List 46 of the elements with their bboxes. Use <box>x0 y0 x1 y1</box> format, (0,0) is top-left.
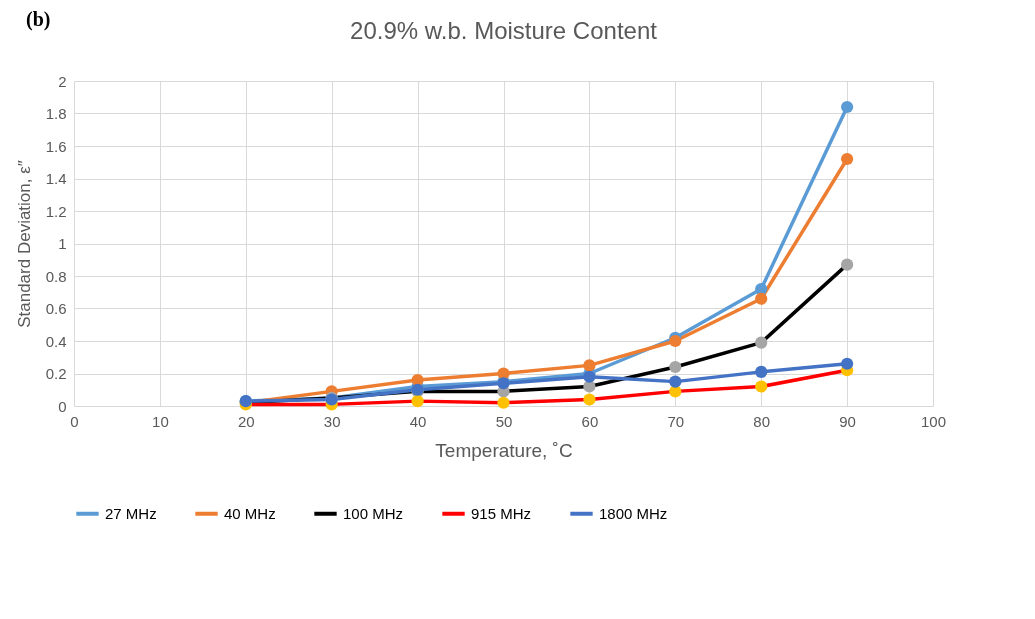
x-tick-label: 30 <box>323 412 341 430</box>
point <box>583 393 596 406</box>
x-axis-title: Temperature, ˚C <box>435 439 573 461</box>
point <box>840 152 854 166</box>
x-tick-label: 80 <box>753 412 771 430</box>
point <box>840 100 854 114</box>
legend-label: 100 MHz <box>343 504 404 522</box>
point <box>669 375 682 388</box>
point <box>755 336 768 349</box>
y-tick-label: 0.4 <box>45 332 67 350</box>
point <box>411 395 424 408</box>
point <box>497 396 510 409</box>
x-tick-label: 100 <box>920 412 947 430</box>
legend-label: 27 MHz <box>105 504 157 522</box>
x-tick-label: 10 <box>152 412 169 430</box>
x-tick-label: 90 <box>839 412 856 430</box>
y-tick-label: 1.2 <box>45 202 67 220</box>
y-tick-label: 1.8 <box>45 105 67 122</box>
x-tick-label: 50 <box>495 412 513 430</box>
y-tick-label: 0.6 <box>45 300 67 317</box>
y-tick-label: 0.8 <box>45 267 67 285</box>
y-axis-title: Standard Deviation, ε″ <box>14 160 34 328</box>
legend-label: 915 MHz <box>471 504 532 522</box>
point <box>755 380 768 393</box>
point <box>755 365 768 378</box>
x-tick-label: 70 <box>667 412 685 430</box>
x-tick-label: 0 <box>70 412 79 430</box>
y-tick-label: 0.2 <box>45 365 67 382</box>
point <box>583 359 596 372</box>
point <box>840 357 854 370</box>
chart-title: 20.9% w.b. Moisture Content <box>350 17 658 44</box>
x-tick-label: 20 <box>237 412 255 430</box>
legend-label: 40 MHz <box>224 504 276 522</box>
point <box>669 360 682 374</box>
x-tick-label: 40 <box>409 412 427 430</box>
y-tick-label: 2 <box>58 72 67 90</box>
legend-label: 1800 MHz <box>599 504 668 522</box>
y-tick-label: 0 <box>58 397 67 415</box>
y-tick-label: 1 <box>58 235 67 252</box>
y-tick-label: 1.4 <box>45 170 67 187</box>
point <box>840 258 854 271</box>
text: (b) <box>26 8 51 31</box>
point <box>669 334 682 348</box>
y-tick-label: 1.6 <box>45 137 67 155</box>
x-tick-label: 60 <box>581 412 599 430</box>
point <box>755 292 768 305</box>
